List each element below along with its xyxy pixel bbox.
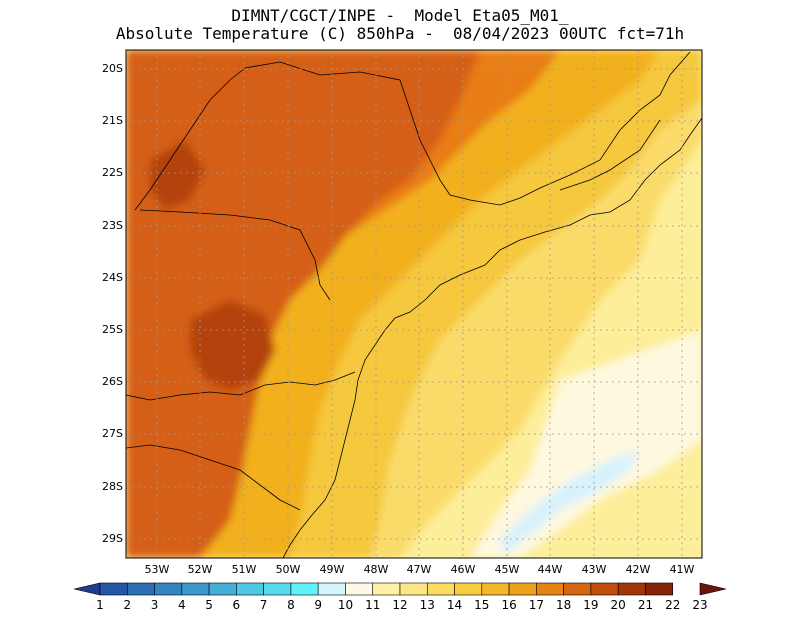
colorbar-swatch [372, 582, 401, 596]
colorbar-swatch [454, 582, 483, 596]
state-border-sp-pr [139, 209, 331, 301]
colorbar-swatch [126, 582, 155, 596]
lat-label: 27S [102, 427, 123, 440]
colorbar-label: 23 [692, 598, 708, 612]
colorbar-swatch [399, 582, 428, 596]
colorbar-label: 13 [419, 598, 435, 612]
colorbar-swatch [181, 582, 210, 596]
colorbar-swatch [508, 582, 537, 596]
temperature-field [126, 50, 702, 558]
temp-region-ocean-far [470, 330, 702, 558]
grid-lines [126, 50, 702, 558]
temp-region-interior-west [126, 50, 480, 558]
lon-label: 42W [625, 563, 651, 576]
state-border-sc-rs [126, 444, 301, 511]
colorbar-swatch [563, 582, 592, 596]
coastlines-and-borders [126, 51, 702, 558]
lat-label: 21S [102, 114, 123, 127]
colorbar-label: 19 [583, 598, 599, 612]
lon-label: 47W [406, 563, 432, 576]
colorbar-swatch [699, 582, 727, 596]
state-border-ms-sp [134, 67, 246, 211]
colorbar-label: 8 [287, 598, 295, 612]
state-border-pr-sc [126, 371, 356, 401]
lon-label: 43W [581, 563, 607, 576]
lat-label: 20S [102, 62, 123, 75]
title-line-2: Absolute Temperature (C) 850hPa - 08/04/… [115, 24, 685, 43]
colorbar-label: 2 [123, 598, 132, 612]
colorbar-label: 14 [446, 598, 463, 612]
colorbar-label: 4 [177, 598, 186, 612]
colorbar-label: 20 [610, 598, 626, 612]
lon-label: 53W [144, 563, 170, 576]
colorbar-swatch [481, 582, 510, 596]
colorbar-label: 15 [474, 598, 490, 612]
colorbar-label: 3 [150, 598, 159, 612]
colorbar-label: 21 [637, 598, 654, 612]
colorbar-swatch [208, 582, 237, 596]
colorbar-swatch [73, 582, 101, 596]
colorbar-label: 7 [259, 598, 268, 612]
lat-label: 24S [102, 271, 123, 284]
colorbar-swatch [617, 582, 646, 596]
lon-label: 50W [275, 563, 301, 576]
lon-label: 49W [319, 563, 345, 576]
lat-label: 26S [102, 375, 123, 388]
colorbar-swatch [536, 582, 564, 596]
lat-label: 23S [102, 219, 123, 232]
colorbar-label: 9 [314, 598, 322, 612]
colorbar-swatch [154, 582, 183, 596]
lat-label: 28S [102, 480, 123, 493]
colorbar [73, 582, 727, 596]
lon-label: 44W [537, 563, 563, 576]
colorbar-swatch [263, 582, 292, 596]
colorbar-label: 18 [555, 598, 572, 612]
temp-region-core-north [150, 140, 205, 210]
colorbar-label: 6 [232, 598, 241, 612]
colorbar-label: 11 [365, 598, 381, 612]
lon-label: 48W [363, 563, 389, 576]
temp-region-ocean-cold-pocket [500, 450, 640, 555]
colorbar-label: 10 [337, 598, 354, 612]
colorbar-swatch [590, 582, 619, 596]
colorbar-swatch [317, 582, 346, 596]
colorbar-swatch [99, 582, 128, 596]
temp-region-core-center [190, 300, 275, 390]
lat-label: 29S [102, 532, 123, 545]
state-border-rj-es [559, 119, 661, 191]
state-border-sp-mg [244, 51, 691, 206]
colorbar-swatch [426, 582, 455, 596]
lon-label: 41W [669, 563, 695, 576]
lon-label: 51W [231, 563, 257, 576]
colorbar-swatch [645, 582, 674, 596]
colorbar-label: 17 [528, 598, 544, 612]
lon-label: 45W [494, 563, 520, 576]
title-line-1: DIMNT/CGCT/INPE - Model Eta05_M01_ [231, 6, 569, 25]
coastline [282, 117, 702, 558]
map-border [125, 49, 703, 559]
colorbar-swatch [290, 582, 319, 596]
colorbar-label: 12 [392, 598, 408, 612]
lon-label: 46W [450, 563, 476, 576]
colorbar-label: 16 [501, 598, 517, 612]
colorbar-label: 1 [96, 598, 104, 612]
colorbar-swatch [236, 582, 264, 596]
lon-label: 52W [187, 563, 213, 576]
colorbar-swatch [345, 582, 374, 596]
colorbar-label: 5 [205, 598, 213, 612]
colorbar-label: 22 [665, 598, 681, 612]
lat-label: 25S [102, 323, 123, 336]
lat-label: 22S [102, 166, 123, 179]
